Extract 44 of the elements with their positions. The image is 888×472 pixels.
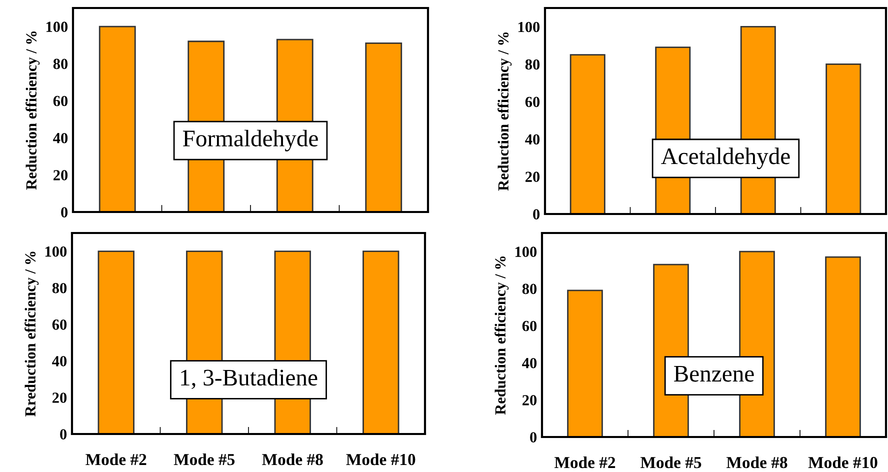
y-axis-title: Reduction efficiency / % <box>26 31 40 190</box>
x-tick-label: Mode #8 <box>262 453 323 466</box>
y-axis-title: Reduction efficiency / % <box>498 32 512 191</box>
y-tick-label: 40 <box>52 356 67 366</box>
y-tick-label: 100 <box>45 246 67 257</box>
x-tick-label: Mode #2 <box>86 453 146 466</box>
y-axis-title: Reduction efficiency / % <box>494 256 509 415</box>
y-tick-label: 80 <box>522 284 537 294</box>
text: Benzene <box>674 366 754 382</box>
y-tick-label: 0 <box>530 432 537 442</box>
bar <box>825 256 861 437</box>
y-tick-label: 20 <box>526 172 540 182</box>
y-tick-label: 40 <box>522 358 537 368</box>
bar <box>570 54 606 214</box>
y-tick-label: 60 <box>525 96 540 108</box>
text: Acetaldehyde <box>661 148 790 170</box>
y-tick-label: 60 <box>522 320 537 332</box>
y-tick-label: 100 <box>515 246 537 257</box>
bar <box>567 290 603 437</box>
y-tick-label: 80 <box>53 58 68 70</box>
y-tick-label: 60 <box>52 320 67 330</box>
y-tick-label: 0 <box>533 209 540 220</box>
x-tick-label: Mode #10 <box>808 456 878 468</box>
y-tick-label: 80 <box>52 282 67 294</box>
y-tick-label: 60 <box>53 96 68 106</box>
y-tick-label: 0 <box>60 429 67 440</box>
y-tick-label: 40 <box>525 134 540 145</box>
x-tick-label: Mode #2 <box>554 456 616 468</box>
x-tick-label: Mode #5 <box>174 453 235 466</box>
text: Formaldehyde <box>182 130 318 152</box>
y-tick-label: 20 <box>52 392 67 403</box>
x-tick-label: Mode #8 <box>726 456 788 468</box>
y-tick-label: 20 <box>522 395 537 406</box>
y-tick-label: 40 <box>53 132 68 144</box>
y-tick-label: 100 <box>518 22 540 32</box>
y-tick-label: 80 <box>525 59 540 70</box>
bar <box>826 63 862 214</box>
y-tick-label: 0 <box>61 207 68 218</box>
x-tick-label: Mode #10 <box>346 453 416 466</box>
y-axis-title: Rreduction efficiency / % <box>24 252 39 416</box>
y-tick-label: 20 <box>54 170 68 180</box>
y-tick-label: 100 <box>46 22 68 32</box>
x-tick-label: Mode #5 <box>640 456 702 468</box>
text: 1, 3-Butadiene <box>181 369 318 390</box>
